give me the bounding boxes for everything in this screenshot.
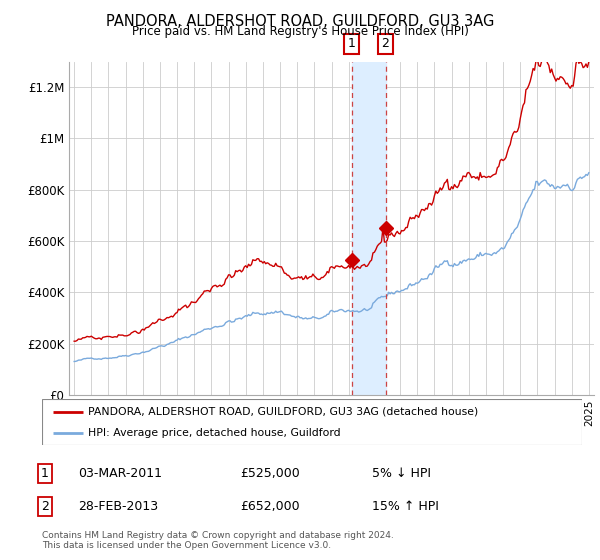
Text: £525,000: £525,000 <box>240 466 300 480</box>
Text: PANDORA, ALDERSHOT ROAD, GUILDFORD, GU3 3AG: PANDORA, ALDERSHOT ROAD, GUILDFORD, GU3 … <box>106 14 494 29</box>
Text: 15% ↑ HPI: 15% ↑ HPI <box>372 500 439 514</box>
Text: Contains HM Land Registry data © Crown copyright and database right 2024.
This d: Contains HM Land Registry data © Crown c… <box>42 531 394 550</box>
Text: 2: 2 <box>41 500 49 514</box>
Text: HPI: Average price, detached house, Guildford: HPI: Average price, detached house, Guil… <box>88 428 341 438</box>
Text: Price paid vs. HM Land Registry's House Price Index (HPI): Price paid vs. HM Land Registry's House … <box>131 25 469 38</box>
Text: 2: 2 <box>382 38 389 50</box>
Text: £652,000: £652,000 <box>240 500 299 514</box>
Bar <box>352 62 386 395</box>
Text: 1: 1 <box>347 38 356 50</box>
Text: 03-MAR-2011: 03-MAR-2011 <box>78 466 162 480</box>
Text: 5% ↓ HPI: 5% ↓ HPI <box>372 466 431 480</box>
Text: 1: 1 <box>41 466 49 480</box>
Text: 28-FEB-2013: 28-FEB-2013 <box>78 500 158 514</box>
Text: PANDORA, ALDERSHOT ROAD, GUILDFORD, GU3 3AG (detached house): PANDORA, ALDERSHOT ROAD, GUILDFORD, GU3 … <box>88 407 478 417</box>
